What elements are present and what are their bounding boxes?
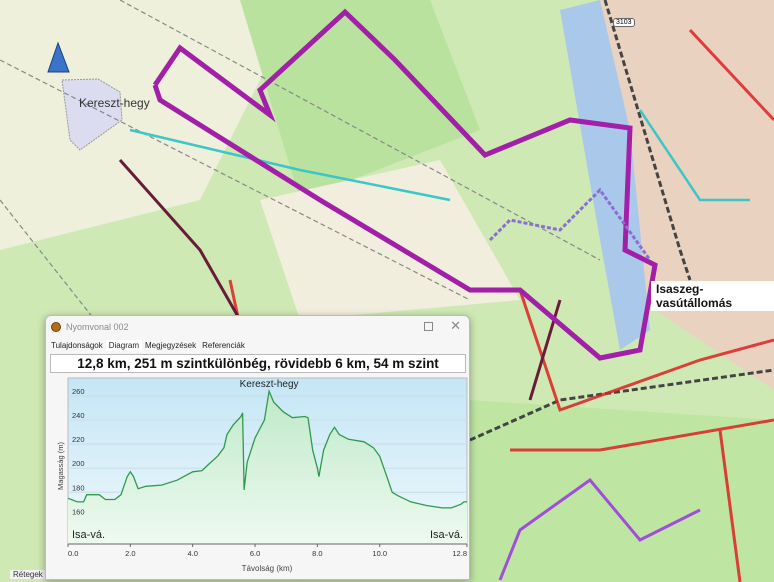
title-bar[interactable]: Nyomvonal 002 ✕ [46,316,469,338]
station-label: Isaszeg-vasútállomás [651,281,774,311]
x-tick-label: 6.0 [250,549,260,558]
lake [560,0,650,350]
elevation-line [67,388,467,509]
maximize-button[interactable] [424,322,433,331]
road-number-badge: 3103 [613,18,635,27]
chart-annotation: Isa-vá. [430,529,463,541]
y-tick-label: 160 [72,507,85,516]
field-area [0,0,300,250]
x-tick-label: 12.8 [452,549,467,558]
track-dialog: Nyomvonal 002 ✕ Tulajdonságok Diagram Me… [45,315,470,580]
tab-properties[interactable]: Tulajdonságok [51,340,103,350]
y-tick-label: 240 [72,411,85,420]
layers-button[interactable]: Rétegek [10,570,46,579]
forest-area [470,400,774,582]
location-marker-icon [47,41,70,73]
app-icon [51,322,61,332]
y-axis-label: Magasság (m) [56,442,65,490]
x-tick-label: 0.0 [68,549,78,558]
south-track [498,477,701,581]
y-tick-label: 260 [72,387,85,396]
x-axis-label: Távolság (km) [242,564,293,573]
route-track[interactable] [152,8,658,361]
window-title: Nyomvonal 002 [66,322,129,332]
tab-references[interactable]: Referenciák [202,340,245,350]
railway [469,0,774,442]
y-tick-label: 200 [72,459,85,468]
x-tick-label: 10.0 [372,549,387,558]
tab-diagram[interactable]: Diagram [105,339,142,351]
x-tick-label: 4.0 [187,549,197,558]
x-tick-label: 2.0 [125,549,135,558]
chart-annotation: Kereszt-hegy [240,379,299,390]
chart-annotation: Isa-vá. [72,529,105,541]
elevation-area [68,391,467,544]
tab-bar: Tulajdonságok Diagram Megjegyzések Refer… [46,338,469,352]
alt-track[interactable] [488,187,652,261]
hill-area [61,78,123,151]
close-button[interactable]: ✕ [450,318,461,333]
elevation-chart: 160 180 200 220 240 260 0.0 2.0 4.0 6.0 8.0 10.0 12.… [56,377,468,573]
y-tick-label: 180 [72,483,85,492]
summary-field[interactable]: 12,8 km, 251 m szintkülönbég, rövidebb 6… [50,354,466,373]
tab-notes[interactable]: Megjegyzések [144,340,197,350]
y-tick-label: 220 [72,435,85,444]
x-tick-label: 8.0 [312,549,322,558]
hill-label: Kereszt-hegy [79,96,150,110]
